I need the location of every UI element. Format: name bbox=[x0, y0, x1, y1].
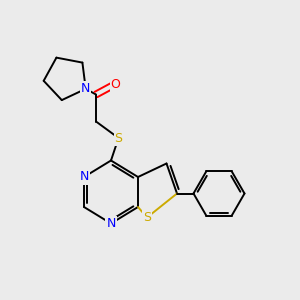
Text: N: N bbox=[106, 217, 116, 230]
Text: S: S bbox=[143, 211, 151, 224]
Text: S: S bbox=[115, 131, 122, 145]
Text: N: N bbox=[81, 82, 90, 95]
Text: N: N bbox=[79, 170, 89, 184]
Text: O: O bbox=[111, 77, 120, 91]
